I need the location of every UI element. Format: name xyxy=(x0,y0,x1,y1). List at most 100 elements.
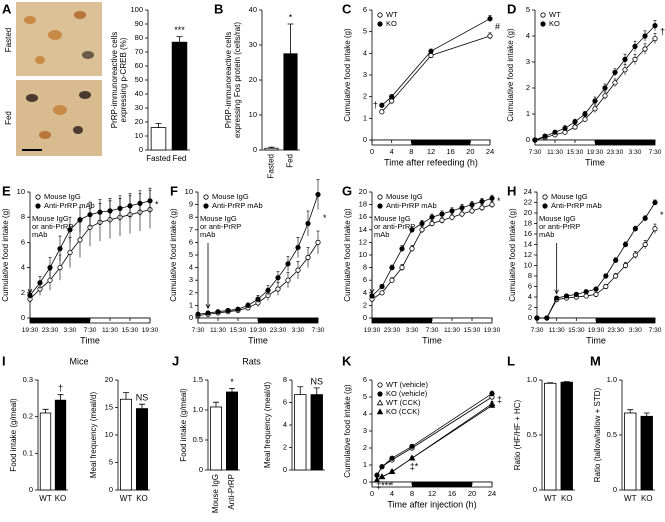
error-bar xyxy=(213,401,219,407)
legend-label: Anti-PrRP mAb xyxy=(44,201,95,210)
error-bar xyxy=(297,386,304,395)
y-tick-label: 2 xyxy=(526,83,530,92)
injection-arrow xyxy=(369,243,375,294)
marker xyxy=(612,69,618,76)
x-tick-label: 3:30 xyxy=(64,327,77,334)
dark-phase-bar xyxy=(372,318,432,323)
y-tick-label: 0 xyxy=(29,485,33,494)
marker xyxy=(552,129,558,135)
x-tick-label: KO xyxy=(641,494,653,503)
bar xyxy=(225,391,238,471)
injection-label: or anti-PrRP xyxy=(32,222,73,231)
marker xyxy=(195,311,201,317)
y-tick-label: 9 xyxy=(189,200,193,209)
marker xyxy=(489,195,495,201)
marker xyxy=(369,293,375,299)
bar xyxy=(560,381,573,491)
marker xyxy=(419,227,425,233)
y-tick-label: 2 xyxy=(363,443,367,452)
y-tick-label: 40 xyxy=(249,5,257,14)
x-tick-label: Fed xyxy=(173,154,187,163)
marker xyxy=(429,214,435,220)
marker xyxy=(487,16,493,22)
cell xyxy=(74,11,86,19)
bar xyxy=(310,394,323,471)
marker xyxy=(285,277,291,283)
y-tick-label: 0.2 xyxy=(23,412,33,421)
x-tick-label: 7:30 xyxy=(649,149,662,156)
error-bar xyxy=(627,409,634,413)
injection-label: or anti-PrRP xyxy=(374,222,415,231)
y-tick-label: 4 xyxy=(283,420,287,429)
y-tick-label: 0.3 xyxy=(23,375,33,384)
y-axis-label: PrRP-immunoreactive cells xyxy=(110,32,119,128)
y-tick-label: 0 xyxy=(526,135,530,144)
marker xyxy=(479,205,485,211)
marker xyxy=(47,264,53,271)
cell xyxy=(73,126,83,134)
marker xyxy=(67,249,73,256)
panel-letter: I xyxy=(2,353,6,368)
y-tick-label: 5 xyxy=(363,392,367,401)
legend-marker xyxy=(376,399,384,406)
x-tick-label: 20 xyxy=(468,489,476,498)
x-tick-label: 19:30 xyxy=(588,327,605,334)
group-title: Rats xyxy=(242,356,261,366)
bar xyxy=(54,399,67,491)
y-tick-label: 90 xyxy=(135,19,143,28)
y-tick-label: 0 xyxy=(528,313,532,322)
y-axis-label: Food intake (g/meal) xyxy=(9,398,18,472)
cell xyxy=(53,105,67,115)
y-tick-label: 3 xyxy=(363,426,367,435)
marker xyxy=(389,455,395,461)
marker xyxy=(479,198,485,205)
x-tick-label: 12 xyxy=(427,147,435,156)
marker xyxy=(652,35,658,42)
injection-label: Mouse IgG xyxy=(32,214,69,223)
legend-label: Anti-PrRP mAb xyxy=(551,201,602,210)
y-tick-label: 0 xyxy=(199,465,203,474)
marker xyxy=(603,273,609,279)
x-axis-label: Time after injection (h) xyxy=(387,499,476,509)
marker xyxy=(632,252,638,258)
bar xyxy=(294,394,307,471)
marker xyxy=(255,296,261,302)
x-tick-label: Mouse IgG xyxy=(211,474,220,513)
x-tick-label: 16 xyxy=(448,489,456,498)
micrograph-label: Fasted xyxy=(4,28,13,52)
y-tick-label: 0 xyxy=(253,145,257,154)
marker xyxy=(428,48,434,54)
bar xyxy=(171,41,188,151)
legend-marker xyxy=(377,382,383,388)
marker xyxy=(275,275,281,281)
y-tick-label: 0.5 xyxy=(527,430,537,439)
marker xyxy=(315,239,321,245)
cell xyxy=(26,94,38,102)
legend-marker xyxy=(203,203,209,209)
injection-label: mAb xyxy=(32,230,47,239)
y-tick-label: 14 xyxy=(359,225,367,234)
micrograph-label: Fed xyxy=(4,111,13,125)
injection-label: mAb xyxy=(200,230,215,239)
y-tick-label: 10 xyxy=(17,187,25,196)
marker xyxy=(459,211,465,217)
y-tick-label: 5 xyxy=(109,457,113,466)
panel-letter: J xyxy=(172,353,179,368)
bar xyxy=(135,408,148,491)
error-bar xyxy=(563,381,570,383)
marker xyxy=(583,289,589,295)
bar xyxy=(209,406,222,471)
marker xyxy=(622,241,629,248)
marker xyxy=(642,33,648,39)
series-line xyxy=(381,18,491,106)
marker xyxy=(488,401,496,408)
y-axis-label: Cumulative food intake (g) xyxy=(343,28,352,122)
x-tick-label: 16 xyxy=(446,147,454,156)
dark-phase-bar xyxy=(411,140,471,145)
x-tick-label: Fasted xyxy=(267,154,276,178)
marker xyxy=(439,211,445,217)
marker xyxy=(582,116,588,122)
marker xyxy=(378,473,386,480)
y-tick-label: 16 xyxy=(359,212,367,221)
y-axis-label: Meal frequency (meal/d) xyxy=(89,392,98,479)
